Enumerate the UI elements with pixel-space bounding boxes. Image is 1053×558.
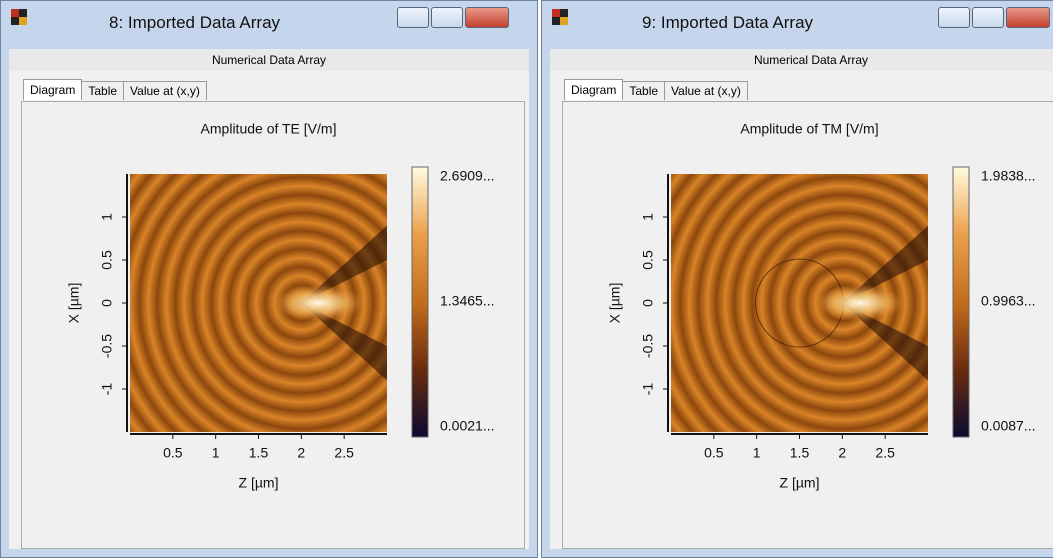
- tab[interactable]: Diagram: [23, 79, 83, 100]
- diagram: Amplitude of TM [V/m] 0.5 1 1.5 2 2.5 -1 -0.5 0 0…: [607, 121, 1036, 491]
- tab[interactable]: Table: [622, 81, 666, 100]
- diagram: Amplitude of TE [V/m] 0.5 1 1.5 2 2.5 -1 -0.5 0 0…: [66, 121, 495, 491]
- colorbar-label: 0.9963...: [981, 293, 1036, 309]
- plot-title: Amplitude of TE [V/m]: [201, 121, 337, 137]
- dark-wedge: [842, 225, 928, 381]
- y-axis-label: X [µm]: [607, 283, 623, 324]
- x-tick-label: 2: [297, 445, 305, 461]
- diagram-panel: Amplitude of TM [V/m] 0.5 1 1.5 2 2.5 -1 -0.5 0 0…: [562, 101, 1053, 549]
- window-title: 8: Imported Data Array: [109, 13, 281, 32]
- x-axis-label: Z [µm]: [780, 475, 820, 491]
- tab-strip: Diagram Table Value at (x,y): [564, 79, 748, 100]
- hot-spot: [813, 285, 906, 321]
- maximize-button[interactable]: [431, 7, 463, 28]
- app-icon: [11, 9, 27, 25]
- minimize-button[interactable]: [938, 7, 970, 28]
- window-buttons: [938, 7, 1052, 28]
- plot-title: Amplitude of TM [V/m]: [740, 121, 878, 137]
- y-tick-label: 0: [640, 299, 656, 307]
- y-tick-label: -1: [99, 383, 115, 396]
- colorbar-label: 2.6909...: [440, 168, 495, 184]
- title-bar: 8: Imported Data Array: [1, 1, 537, 47]
- window-title: 9: Imported Data Array: [642, 13, 814, 32]
- tab[interactable]: Value at (x,y): [664, 81, 748, 100]
- x-tick-label: 1: [212, 445, 220, 461]
- y-tick-label: 0.5: [99, 250, 115, 270]
- y-tick-label: -0.5: [640, 334, 656, 358]
- diagram-panel: Amplitude of TE [V/m] 0.5 1 1.5 2 2.5 -1 -0.5 0 0…: [21, 101, 525, 549]
- y-axis-label: X [µm]: [66, 283, 82, 324]
- x-tick-label: 2.5: [334, 445, 354, 461]
- y-tick-label: -1: [640, 383, 656, 396]
- tab[interactable]: Diagram: [564, 79, 624, 100]
- subtitle: Numerical Data Array: [550, 49, 1053, 71]
- colorbar-label: 0.0087...: [981, 418, 1036, 434]
- dark-wedge: [301, 225, 387, 381]
- title-bar: 9: Imported Data Array: [542, 1, 1053, 47]
- x-tick-label: 1.5: [790, 445, 810, 461]
- app-icon: [552, 9, 568, 25]
- tab[interactable]: Table: [81, 81, 125, 100]
- colorbar-label: 1.9838...: [981, 168, 1036, 184]
- x-axis-label: Z [µm]: [239, 475, 279, 491]
- close-button[interactable]: [465, 7, 509, 28]
- colorbar-label: 0.0021...: [440, 418, 495, 434]
- maximize-button[interactable]: [972, 7, 1004, 28]
- window: 9: Imported Data Array Numerical Data Arr…: [541, 0, 1053, 558]
- x-tick-label: 1: [753, 445, 761, 461]
- y-tick-label: 0.5: [640, 250, 656, 270]
- colorbar-label: 1.3465...: [440, 293, 495, 309]
- y-tick-label: 0: [99, 299, 115, 307]
- y-tick-label: -0.5: [99, 334, 115, 358]
- x-tick-label: 2: [838, 445, 846, 461]
- x-tick-label: 0.5: [163, 445, 183, 461]
- window-body: Diagram Table Value at (x,y) Amplitude of T…: [550, 71, 1053, 549]
- minimize-button[interactable]: [397, 7, 429, 28]
- y-tick-label: 1: [99, 213, 115, 221]
- colorbar: [952, 166, 970, 438]
- x-tick-label: 2.5: [875, 445, 895, 461]
- tab[interactable]: Value at (x,y): [123, 81, 207, 100]
- close-button[interactable]: [1006, 7, 1050, 28]
- window-body: Diagram Table Value at (x,y) Amplitude of T…: [9, 71, 529, 549]
- heatmap: [671, 174, 928, 432]
- heatmap: [130, 174, 387, 432]
- colorbar: [411, 166, 429, 438]
- tab-strip: Diagram Table Value at (x,y): [23, 79, 207, 100]
- x-tick-label: 0.5: [704, 445, 724, 461]
- y-tick-label: 1: [640, 213, 656, 221]
- subtitle: Numerical Data Array: [9, 49, 529, 71]
- x-tick-label: 1.5: [249, 445, 269, 461]
- hot-spot: [272, 285, 365, 321]
- window: 8: Imported Data Array Numerical Data Arr…: [0, 0, 538, 558]
- window-buttons: [397, 7, 511, 28]
